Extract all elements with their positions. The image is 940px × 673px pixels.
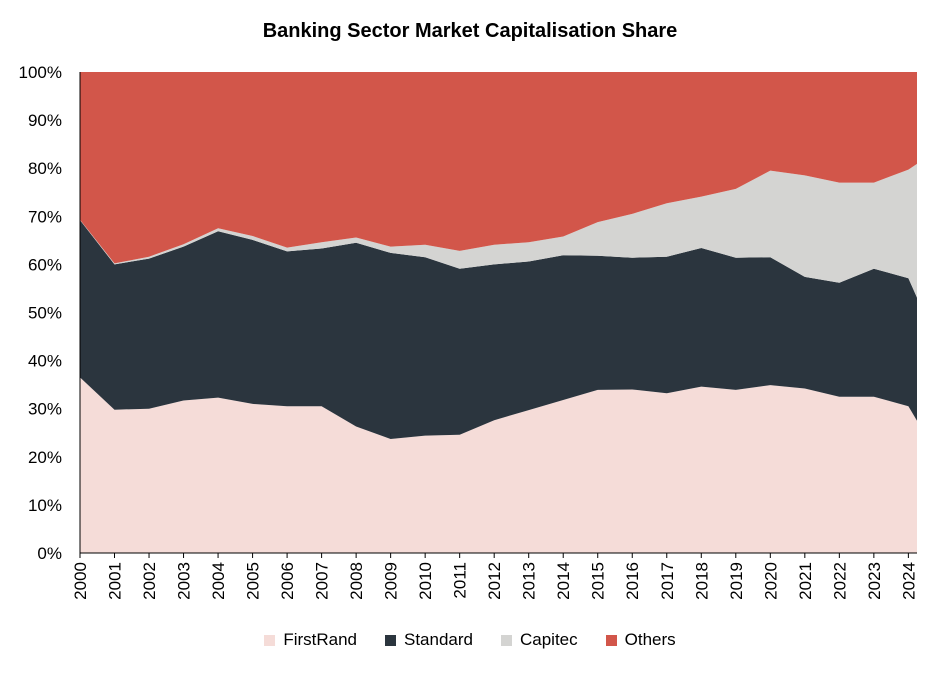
series-areas xyxy=(80,72,917,553)
x-tick-label: 2016 xyxy=(623,562,642,600)
x-tick-label: 2012 xyxy=(485,562,504,600)
x-tick-label: 2019 xyxy=(727,562,746,600)
x-tick-label: 2002 xyxy=(140,562,159,600)
x-tick-label: 2000 xyxy=(71,562,90,600)
x-tick-label: 2007 xyxy=(313,562,332,600)
x-tick-label: 2020 xyxy=(761,562,780,600)
y-tick-label: 70% xyxy=(28,207,62,226)
legend-item-standard: Standard xyxy=(385,630,473,650)
legend-item-capitec: Capitec xyxy=(501,630,578,650)
x-tick-label: 2018 xyxy=(692,562,711,600)
area-firstrand xyxy=(80,377,917,553)
y-tick-label: 100% xyxy=(19,63,62,82)
y-tick-label: 30% xyxy=(28,400,62,419)
x-tick-label: 2003 xyxy=(175,562,194,600)
x-tick-label: 2022 xyxy=(830,562,849,600)
legend-label-standard: Standard xyxy=(404,630,473,649)
legend-swatch-capitec xyxy=(501,634,512,646)
y-tick-label: 10% xyxy=(28,496,62,515)
legend-swatch-firstrand xyxy=(264,634,276,646)
area-others xyxy=(80,72,917,264)
legend-swatch-standard xyxy=(385,634,396,646)
x-tick-label: 2006 xyxy=(278,562,297,600)
y-tick-label: 50% xyxy=(28,304,62,323)
x-axis-tick-labels: 2000 2001 2002 2003 2004 2005 2006 2007 2008 2009… xyxy=(71,562,918,600)
x-tick-label: 2015 xyxy=(589,562,608,600)
y-tick-label: 40% xyxy=(28,352,62,371)
legend-swatch-others xyxy=(605,634,617,646)
y-tick-label: 0% xyxy=(37,544,62,563)
area-standard xyxy=(80,220,917,439)
y-tick-label: 20% xyxy=(28,448,62,467)
x-tick-label: 2001 xyxy=(106,562,125,600)
y-tick-label: 60% xyxy=(28,255,62,274)
x-tick-label: 2009 xyxy=(382,562,401,600)
x-tick-label: 2005 xyxy=(244,562,263,600)
legend: FirstRand Standard Capitec Others xyxy=(0,630,940,650)
x-tick-label: 2011 xyxy=(451,562,470,599)
x-tick-label: 2023 xyxy=(865,562,884,600)
x-tick-label: 2004 xyxy=(209,562,228,600)
axes xyxy=(79,72,917,558)
x-tick-label: 2021 xyxy=(796,562,815,600)
x-tick-label: 2013 xyxy=(520,562,539,600)
x-tick-label: 2014 xyxy=(554,562,573,600)
legend-label-others: Others xyxy=(624,630,676,649)
x-tick-label: 2017 xyxy=(658,562,677,600)
legend-label-capitec: Capitec xyxy=(520,630,578,649)
x-tick-label: 2024 xyxy=(899,562,918,600)
chart-title: Banking Sector Market Capitalisation Sha… xyxy=(262,20,678,42)
legend-item-others: Others xyxy=(605,630,676,650)
x-tick-label: 2010 xyxy=(416,562,435,600)
y-axis-tick-labels: 0% 10% 20% 30% 40% 50% 60% 70% 80% 90% 100% xyxy=(19,63,62,563)
legend-label-firstrand: FirstRand xyxy=(283,630,357,649)
area-capitec xyxy=(80,163,917,298)
x-tick-label: 2008 xyxy=(347,562,366,600)
legend-item-firstrand: FirstRand xyxy=(264,630,357,650)
y-tick-label: 90% xyxy=(28,111,62,130)
y-tick-label: 80% xyxy=(28,159,62,178)
